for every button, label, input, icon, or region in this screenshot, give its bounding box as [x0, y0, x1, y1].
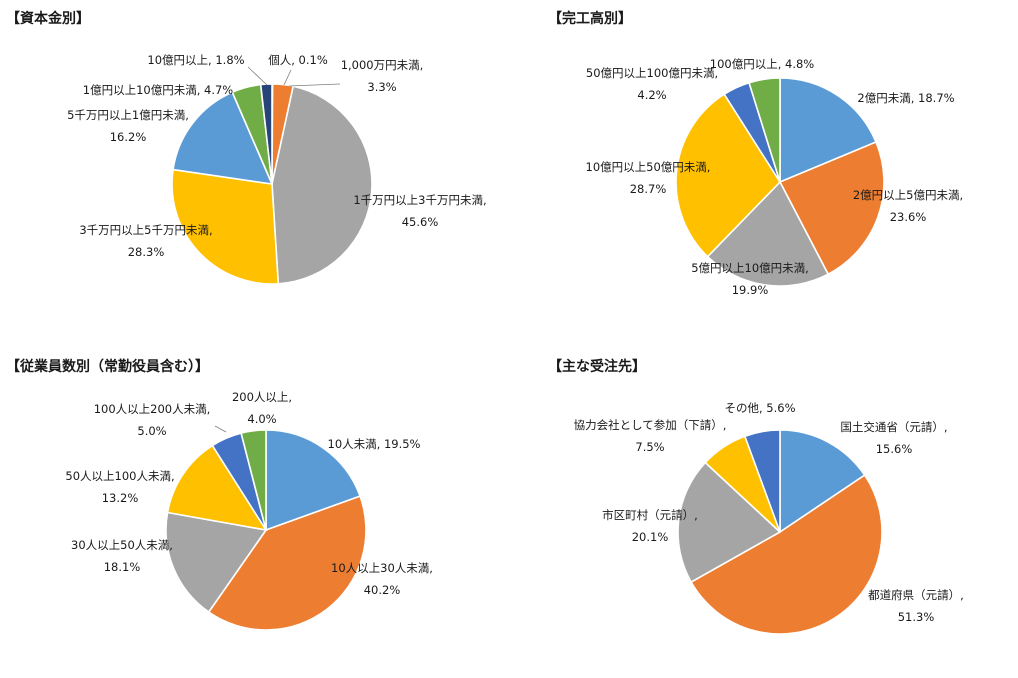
pie-slice — [172, 91, 274, 185]
data-label: 50億円以上100億円未満, 4.2% — [586, 66, 718, 102]
pie-slice — [778, 140, 885, 276]
data-label: 2億円未満, 18.7% — [857, 91, 954, 105]
data-label: 1億円以上10億円未満, 4.7% — [83, 83, 234, 97]
data-label: 3千万円以上5千万円未満, 28.3% — [79, 223, 212, 259]
pie-slice — [675, 93, 782, 258]
pie-slice — [748, 77, 781, 183]
data-label: 10人以上30人未満, 40.2% — [331, 561, 433, 597]
pie-slice — [706, 180, 830, 287]
data-label: 100億円以上, 4.8% — [710, 57, 815, 71]
pie-slice — [690, 474, 883, 635]
pie-slice — [207, 495, 367, 631]
data-label: 50人以上100人未満, 13.2% — [65, 469, 174, 505]
pie-slice — [779, 429, 866, 534]
leader-line — [214, 425, 227, 433]
data-label: 10人未満, 19.5% — [328, 437, 421, 451]
leader-line — [283, 69, 292, 86]
pie-slice — [240, 429, 267, 531]
chart-title-employees: 【従業員数別（常勤役員含む）】 — [6, 359, 209, 375]
data-label: 2億円以上5億円未満, 23.6% — [853, 188, 963, 224]
data-label: 市区町村（元請）, 20.1% — [602, 508, 698, 544]
chart-title-revenue: 【完工高別】 — [548, 11, 632, 27]
data-label: 1,000万円未満, 3.3% — [341, 58, 424, 94]
data-label: 10億円以上, 1.8% — [147, 53, 244, 67]
data-label: 30人以上50人未満, 18.1% — [71, 538, 173, 574]
data-label: 都道府県（元請）, 51.3% — [868, 588, 964, 624]
pie-chart-2: 2億円未満, 18.7% 2億円以上5億円未満, 23.6% 5億円以上10億円未満,… — [586, 57, 964, 297]
data-label: 1千万円以上3千万円未満, 45.6% — [353, 193, 486, 229]
data-label: 個人, 0.1% — [268, 53, 328, 67]
data-label: 5億円以上10億円未満, 19.9% — [691, 261, 809, 297]
leader-line — [288, 83, 341, 87]
data-label: 協力会社として参加（下請）, 7.5% — [574, 418, 727, 454]
data-label: 100人以上200人未満, 5.0% — [94, 402, 211, 438]
pie-chart-1: 個人, 0.1% 1,000万円未満, 3.3% 1千万円以上3千万円未満, 45.6%… — [67, 53, 487, 285]
pie-slice — [271, 85, 373, 285]
leader-line — [247, 66, 268, 86]
chart-title-clients: 【主な受注先】 — [548, 359, 646, 375]
pie-slice — [677, 461, 782, 584]
pie-slice — [743, 429, 781, 533]
chart-title-capital: 【資本金別】 — [6, 11, 90, 27]
data-label: 5千万円以上1億円未満, 16.2% — [67, 108, 189, 144]
data-label: その他, 5.6% — [724, 401, 795, 415]
pie-chart-3: 10人未満, 19.5% 10人以上30人未満, 40.2% 30人以上50人未満, 1… — [65, 390, 433, 631]
data-label: 200人以上, 4.0% — [232, 390, 292, 426]
data-label: 国土交通省（元請）, 15.6% — [840, 420, 947, 456]
pie-slice — [165, 511, 268, 614]
pie-chart-4: 国土交通省（元請）, 15.6% 都道府県（元請）, 51.3% 市区町村（元請）, 20… — [574, 401, 964, 635]
pie-slice — [171, 168, 280, 285]
pie-slice — [265, 429, 362, 532]
pie-slice — [166, 444, 268, 532]
pie-slice — [779, 77, 878, 184]
data-label: 10億円以上50億円未満, 28.7% — [586, 160, 711, 196]
